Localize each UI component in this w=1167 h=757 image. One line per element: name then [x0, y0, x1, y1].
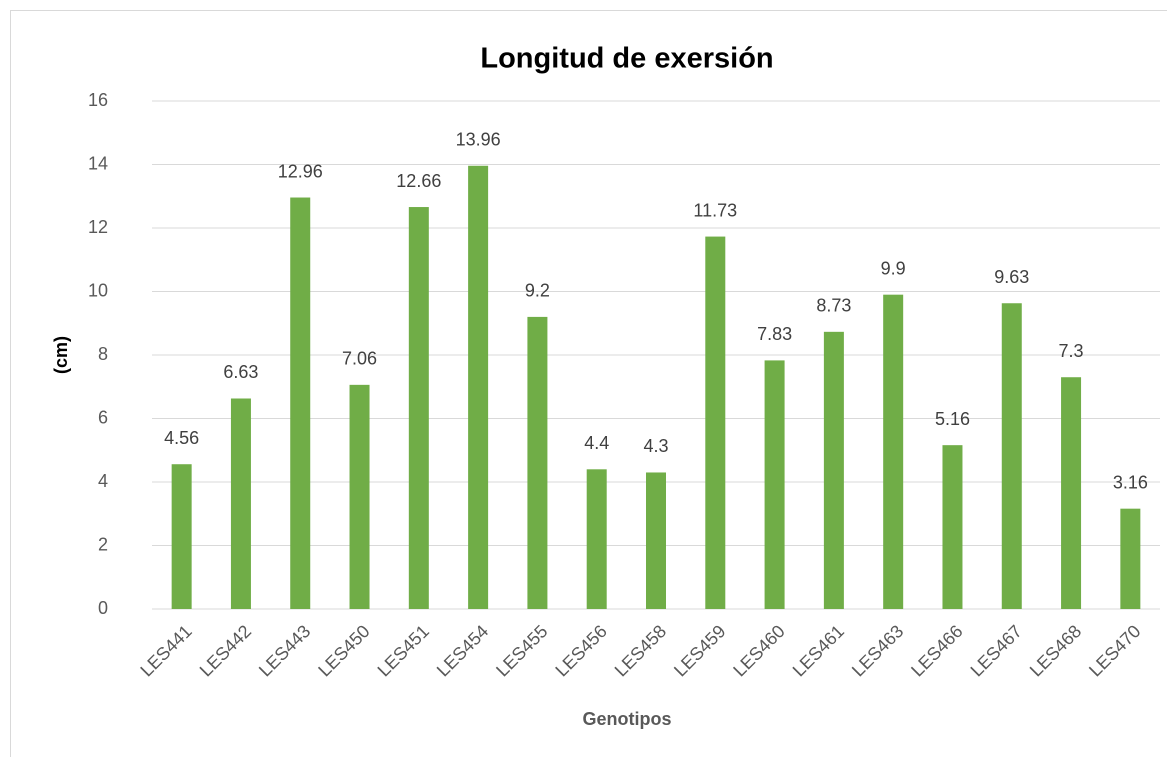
y-tick-label: 14	[88, 153, 108, 173]
bar	[586, 469, 607, 609]
x-tick-label: LES454	[433, 621, 492, 680]
bar	[764, 360, 785, 609]
y-tick-label: 4	[98, 471, 108, 491]
value-label: 12.96	[278, 161, 323, 181]
x-tick-label: LES460	[729, 621, 788, 680]
x-axis-title: Genotipos	[583, 709, 672, 729]
y-tick-label: 0	[98, 598, 108, 618]
bar	[290, 197, 311, 609]
x-tick-label: LES470	[1085, 621, 1144, 680]
chart-border	[10, 10, 1167, 757]
y-tick-label: 16	[88, 90, 108, 110]
x-tick-label: LES441	[136, 621, 195, 680]
value-label: 5.16	[935, 409, 970, 429]
value-label: 4.3	[643, 436, 668, 456]
bar	[942, 445, 963, 609]
x-tick-label: LES451	[374, 621, 433, 680]
value-label: 7.3	[1059, 341, 1084, 361]
y-tick-label: 12	[88, 217, 108, 237]
x-tick-label: LES459	[670, 621, 729, 680]
x-tick-label: LES442	[196, 621, 255, 680]
x-tick-label: LES467	[967, 621, 1026, 680]
x-tick-label: LES450	[314, 621, 373, 680]
value-label: 9.2	[525, 281, 550, 301]
value-label: 12.66	[396, 171, 441, 191]
bar	[408, 207, 429, 610]
x-tick-label: LES443	[255, 621, 314, 680]
bar	[1061, 377, 1082, 609]
y-tick-label: 6	[98, 407, 108, 427]
y-tick-label: 8	[98, 344, 108, 364]
x-tick-label: LES463	[848, 621, 907, 680]
value-label: 13.96	[456, 130, 501, 150]
x-tick-label: LES466	[907, 621, 966, 680]
bar	[527, 316, 548, 609]
bar	[349, 384, 370, 609]
value-label: 3.16	[1113, 472, 1148, 492]
value-label: 7.83	[757, 324, 792, 344]
value-label: 4.4	[584, 433, 609, 453]
y-axis-title: (cm)	[51, 336, 71, 374]
value-label: 4.56	[164, 428, 199, 448]
bar	[883, 294, 904, 609]
x-tick-label: LES456	[551, 621, 610, 680]
value-label: 11.73	[693, 200, 737, 220]
bar	[705, 236, 726, 609]
bar	[230, 398, 251, 609]
x-tick-label: LES458	[611, 621, 670, 680]
y-tick-label: 2	[98, 534, 108, 554]
value-label: 8.73	[816, 296, 851, 316]
chart-title: Longitud de exersión	[480, 43, 773, 75]
value-label: 7.06	[342, 349, 377, 369]
y-tick-label: 10	[88, 280, 108, 300]
value-label: 9.9	[881, 258, 906, 278]
x-tick-label: LES461	[789, 621, 848, 680]
bar	[1120, 508, 1141, 609]
bar	[1001, 303, 1022, 609]
bar	[823, 331, 844, 609]
bar	[171, 464, 192, 609]
x-tick-label: LES455	[492, 621, 551, 680]
bar	[468, 165, 489, 609]
value-label: 6.63	[223, 362, 258, 382]
x-tick-label: LES468	[1026, 621, 1085, 680]
bar	[646, 472, 666, 609]
value-label: 9.63	[994, 267, 1029, 287]
